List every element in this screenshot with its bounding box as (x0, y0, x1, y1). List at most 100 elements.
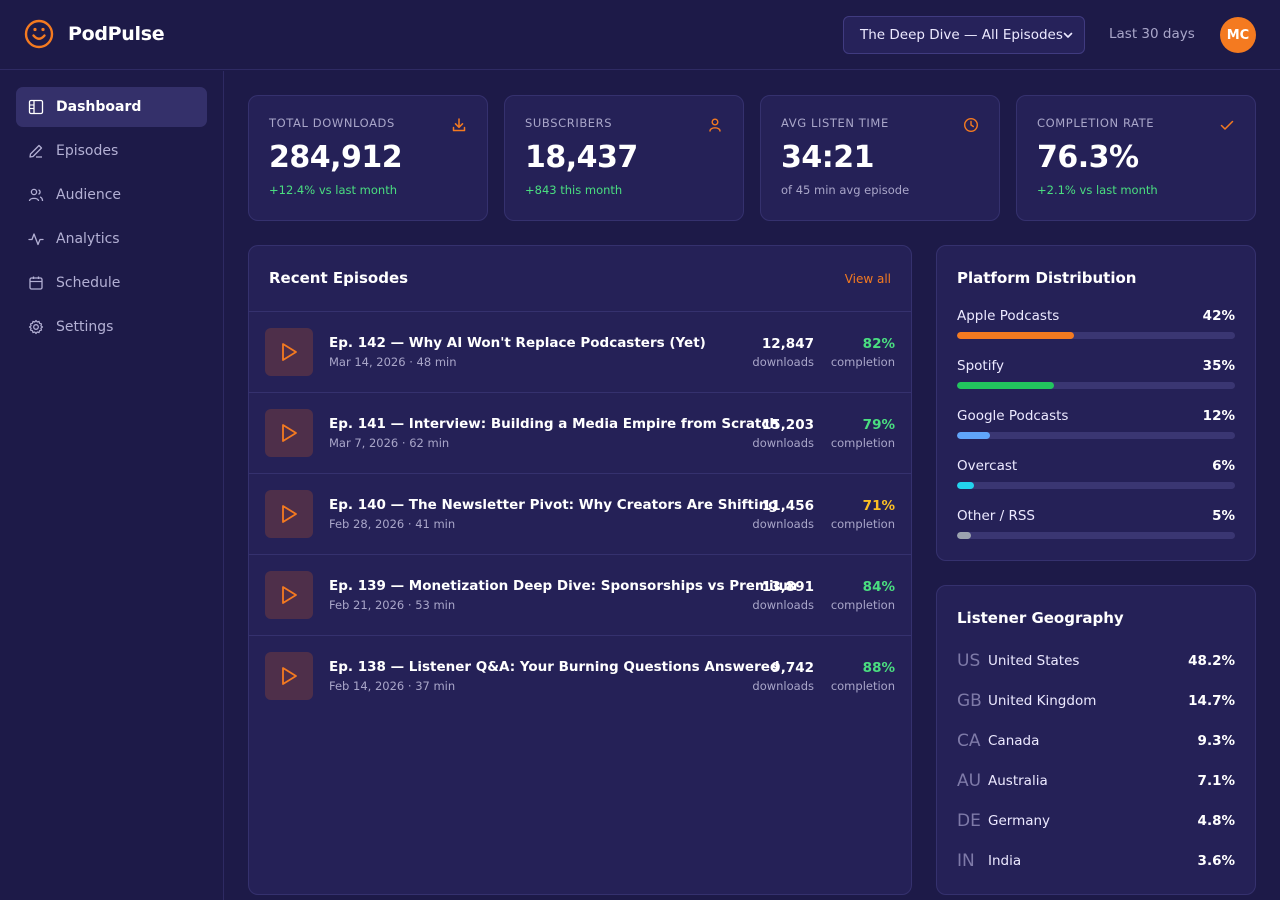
clock-icon (963, 117, 979, 133)
episode-row[interactable]: Ep. 139 — Monetization Deep Dive: Sponso… (249, 554, 911, 635)
country-code: AU (957, 771, 982, 791)
date-range[interactable]: Last 30 days (1109, 26, 1195, 42)
country-percent: 3.6% (1197, 853, 1235, 869)
pen-icon (29, 144, 43, 158)
dashboard-icon (28, 99, 44, 115)
podpulse-logo-icon (24, 19, 54, 49)
platform-bar-track (957, 332, 1235, 339)
sidebar-item-label: Dashboard (56, 99, 142, 115)
kpi-card-subscribers: SUBSCRIBERS 18,437 +843 this month (504, 95, 744, 221)
episode-completion: 82% completion (831, 336, 895, 369)
platform-row: Spotify 35% (957, 358, 1235, 389)
play-button[interactable] (265, 490, 313, 538)
downloads-value: 13,891 (761, 579, 814, 595)
platform-bar-track (957, 432, 1235, 439)
country-percent: 4.8% (1197, 813, 1235, 829)
platform-row: Overcast 6% (957, 458, 1235, 489)
gear-icon (28, 319, 44, 335)
episode-completion: 84% completion (831, 579, 895, 612)
users-icon (28, 188, 44, 202)
episode-downloads: 13,891 downloads (752, 579, 814, 612)
platform-bar-fill (957, 482, 974, 489)
platform-name: Apple Podcasts (957, 308, 1060, 324)
episode-title: Ep. 141 — Interview: Building a Media Em… (329, 416, 779, 432)
kpi-value: 284,912 (269, 140, 403, 175)
country-name: Germany (988, 813, 1051, 829)
completion-label: completion (830, 436, 895, 450)
completion-label: completion (830, 355, 895, 369)
episode-title: Ep. 140 — The Newsletter Pivot: Why Crea… (329, 497, 778, 513)
downloads-label: downloads (752, 355, 814, 369)
view-all-link[interactable]: View all (844, 272, 891, 286)
play-button[interactable] (265, 571, 313, 619)
play-icon (282, 667, 297, 685)
play-button[interactable] (265, 328, 313, 376)
chevron-down-icon (1063, 32, 1073, 38)
play-button[interactable] (265, 409, 313, 457)
sidebar-item-analytics[interactable]: Analytics (16, 219, 207, 259)
panel-title: Platform Distribution (957, 269, 1137, 287)
country-code: DE (957, 811, 981, 831)
completion-label: completion (830, 517, 895, 531)
episode-row[interactable]: Ep. 142 — Why AI Won't Replace Podcaster… (249, 311, 911, 392)
platform-percent: 5% (1212, 508, 1235, 524)
kpi-label: COMPLETION RATE (1037, 116, 1155, 130)
sidebar-item-dashboard[interactable]: Dashboard (16, 87, 207, 127)
platform-bar-fill (957, 332, 1074, 339)
recent-episodes-panel: Recent Episodes View all Ep. 142 — Why A… (248, 245, 912, 895)
country-percent: 48.2% (1188, 653, 1235, 669)
country-name: Canada (988, 733, 1040, 749)
play-icon (282, 586, 297, 604)
platform-name: Google Podcasts (957, 408, 1069, 424)
kpi-label: SUBSCRIBERS (525, 116, 613, 130)
play-button[interactable] (265, 652, 313, 700)
calendar-icon (29, 276, 43, 290)
episode-meta: Feb 14, 2026 · 37 min (329, 679, 456, 693)
sidebar-item-schedule[interactable]: Schedule (16, 263, 207, 303)
episode-completion: 79% completion (831, 417, 895, 450)
brand[interactable]: PodPulse (24, 19, 165, 49)
avatar[interactable]: MC (1220, 17, 1256, 53)
sidebar-item-audience[interactable]: Audience (16, 175, 207, 215)
show-selector-value: The Deep Dive — All Episodes (860, 27, 1063, 43)
top-bar: PodPulse The Deep Dive — All Episodes La… (0, 0, 1280, 70)
episode-downloads: 12,847 downloads (752, 336, 814, 369)
completion-label: completion (830, 679, 895, 693)
sidebar-item-settings[interactable]: Settings (16, 307, 207, 347)
kpi-change: +12.4% vs last month (269, 183, 397, 197)
episode-row[interactable]: Ep. 140 — The Newsletter Pivot: Why Crea… (249, 473, 911, 554)
platform-bar-fill (957, 532, 971, 539)
app-name: PodPulse (68, 23, 165, 45)
show-selector[interactable]: The Deep Dive — All Episodes (843, 16, 1085, 54)
platform-percent: 35% (1202, 358, 1235, 374)
downloads-value: 15,203 (761, 417, 814, 433)
kpi-value: 34:21 (781, 140, 875, 175)
downloads-label: downloads (752, 436, 814, 450)
episode-title: Ep. 138 — Listener Q&A: Your Burning Que… (329, 659, 780, 675)
episode-row[interactable]: Ep. 138 — Listener Q&A: Your Burning Que… (249, 635, 911, 716)
downloads-label: downloads (752, 517, 814, 531)
downloads-value: 11,456 (761, 498, 814, 514)
play-icon (282, 424, 297, 442)
completion-value: 71% (862, 498, 895, 514)
country-code: CA (957, 731, 981, 751)
episode-meta: Feb 28, 2026 · 41 min (329, 517, 456, 531)
completion-value: 82% (862, 336, 895, 352)
platform-percent: 12% (1202, 408, 1235, 424)
country-code: GB (957, 691, 982, 711)
sidebar-item-label: Audience (56, 187, 122, 203)
kpi-change: +843 this month (525, 183, 623, 197)
geo-row: US United States 48.2% (957, 651, 1235, 671)
platform-row: Apple Podcasts 42% (957, 308, 1235, 339)
completion-label: completion (830, 598, 895, 612)
platform-row: Google Podcasts 12% (957, 408, 1235, 439)
platform-row: Other / RSS 5% (957, 508, 1235, 539)
episode-downloads: 9,742 downloads (752, 660, 814, 693)
country-name: United Kingdom (988, 693, 1097, 709)
episode-row[interactable]: Ep. 141 — Interview: Building a Media Em… (249, 392, 911, 473)
platform-bar-fill (957, 432, 991, 439)
platform-name: Overcast (957, 458, 1018, 474)
episode-meta: Mar 7, 2026 · 62 min (329, 436, 450, 450)
activity-icon (28, 233, 44, 246)
sidebar-item-episodes[interactable]: Episodes (16, 131, 207, 171)
